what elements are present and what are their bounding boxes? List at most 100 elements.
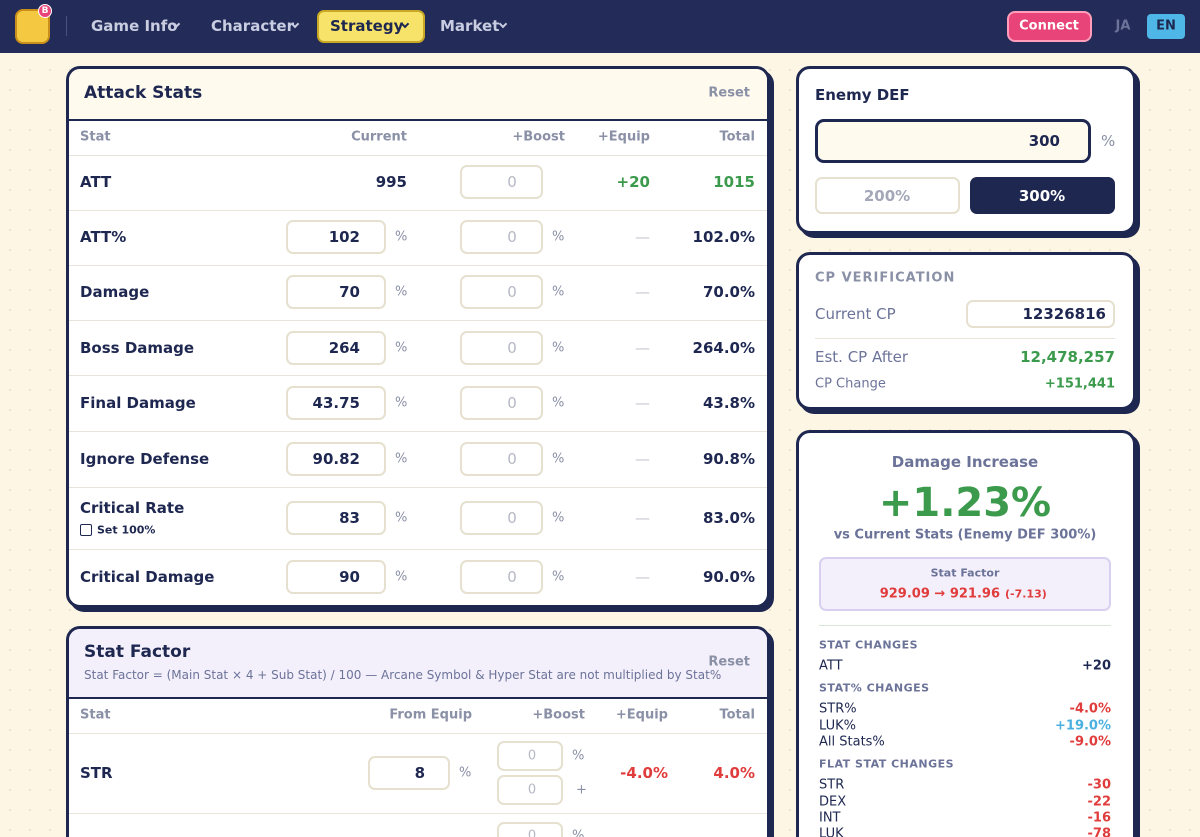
preset-button[interactable] — [970, 177, 1115, 214]
subtitle: vs Current Stats (Enemy DEF 300%) — [833, 527, 1097, 543]
input[interactable] — [460, 165, 543, 199]
input-value: 0 — [527, 782, 537, 798]
nav-item[interactable]: Strategy — [330, 17, 404, 35]
input[interactable] — [497, 775, 563, 805]
def-input[interactable] — [815, 119, 1091, 163]
change-label: INT — [819, 810, 841, 826]
input[interactable] — [460, 275, 543, 309]
input[interactable] — [497, 741, 563, 771]
nav-item[interactable]: Character — [211, 17, 294, 35]
unit: % — [552, 569, 565, 585]
panel-stat-factor — [66, 626, 770, 837]
nav-active[interactable] — [317, 10, 425, 43]
lang[interactable]: JA — [1115, 18, 1131, 34]
input-value: 0 — [507, 339, 517, 357]
input[interactable] — [286, 331, 386, 365]
checkbox[interactable] — [80, 524, 92, 536]
input[interactable] — [460, 386, 543, 420]
equip-value: — — [635, 228, 650, 246]
unit: % — [552, 340, 565, 356]
change-label: STR% — [819, 701, 857, 717]
row-divider — [69, 431, 767, 432]
connect-button[interactable] — [1007, 11, 1092, 42]
cp-input[interactable] — [966, 300, 1115, 328]
stat-name: Final Damage — [80, 394, 196, 412]
factor-change: 929.09 → 921.96 — [879, 586, 1000, 602]
input-value: 0 — [507, 394, 517, 412]
divider — [819, 625, 1111, 626]
preset-text[interactable]: 300% — [1018, 187, 1066, 205]
input[interactable] — [286, 386, 386, 420]
unit: % — [459, 765, 472, 781]
stat-name: Critical Rate — [80, 499, 185, 517]
input-value: 83 — [339, 509, 360, 527]
reset-button[interactable]: Reset — [708, 654, 750, 670]
equip-value: — — [635, 339, 650, 357]
unit: % — [552, 510, 565, 526]
unit: % — [395, 340, 408, 356]
input[interactable] — [460, 501, 543, 535]
row-divider — [69, 210, 767, 211]
panel-title: Damage Increase — [891, 453, 1039, 471]
change-label: All Stats% — [819, 734, 885, 750]
equip-value: -4.0% — [620, 764, 668, 782]
input-value: 0 — [507, 509, 517, 527]
stat-name: Damage — [80, 283, 150, 301]
total-value: 102.0% — [692, 228, 755, 246]
damage-value: +1.23% — [878, 480, 1052, 526]
input[interactable] — [286, 220, 386, 254]
panel-title: Stat Factor — [84, 642, 191, 662]
column-header: Total — [719, 129, 755, 145]
change-section-title: STAT CHANGES — [819, 638, 919, 652]
stat-name: ATT — [80, 173, 112, 191]
column-header: Current — [351, 129, 407, 145]
equip-value: — — [635, 394, 650, 412]
cp-value: +151,441 — [1044, 376, 1115, 392]
description: Stat Factor = (Main Stat × 4 + Sub Stat)… — [84, 668, 722, 682]
unit: % — [395, 510, 408, 526]
factor-delta: (-7.13) — [1005, 587, 1047, 601]
cp-label: Est. CP After — [815, 348, 909, 366]
column-header: Total — [719, 707, 755, 723]
nav-item[interactable]: Market — [440, 17, 500, 35]
stat-name: Critical Damage — [80, 568, 215, 586]
lang-active[interactable] — [1147, 14, 1185, 39]
lang[interactable]: EN — [1156, 18, 1176, 34]
input[interactable] — [286, 501, 386, 535]
panel-title: Enemy DEF — [815, 86, 910, 104]
input[interactable] — [460, 331, 543, 365]
reset-button[interactable]: Reset — [708, 85, 750, 101]
input-value: 0 — [507, 568, 517, 586]
unit: % — [552, 451, 565, 467]
row-divider — [69, 549, 767, 550]
row-divider — [69, 813, 767, 814]
input[interactable] — [286, 442, 386, 476]
stat-name: STR — [80, 764, 113, 782]
input-value: 102 — [328, 228, 360, 246]
input-value: 300 — [1028, 132, 1060, 150]
change-label: LUK% — [819, 718, 856, 734]
input[interactable] — [286, 560, 386, 594]
total-value: 90.8% — [702, 450, 755, 468]
preset-text[interactable]: 200% — [863, 187, 911, 205]
nav-item[interactable]: Game Info — [91, 17, 178, 35]
stat-name: Boss Damage — [80, 339, 195, 357]
change-label: LUK — [819, 826, 844, 837]
input-value: 90 — [339, 568, 360, 586]
input[interactable] — [368, 756, 450, 790]
change-value: -30 — [1087, 777, 1112, 793]
cp-label: CP Change — [815, 376, 886, 392]
input[interactable] — [497, 822, 563, 837]
input[interactable] — [460, 560, 543, 594]
divider — [815, 338, 1115, 339]
input[interactable] — [286, 275, 386, 309]
input-value: 8 — [414, 764, 425, 782]
unit: % — [395, 569, 408, 585]
factor-label: Stat Factor — [930, 566, 1000, 580]
connect-text[interactable]: Connect — [1019, 18, 1079, 34]
input[interactable] — [460, 442, 543, 476]
preset-button[interactable] — [815, 177, 960, 214]
input[interactable] — [460, 220, 543, 254]
equip-value: — — [635, 568, 650, 586]
cp-value: 12326816 — [1022, 305, 1107, 323]
